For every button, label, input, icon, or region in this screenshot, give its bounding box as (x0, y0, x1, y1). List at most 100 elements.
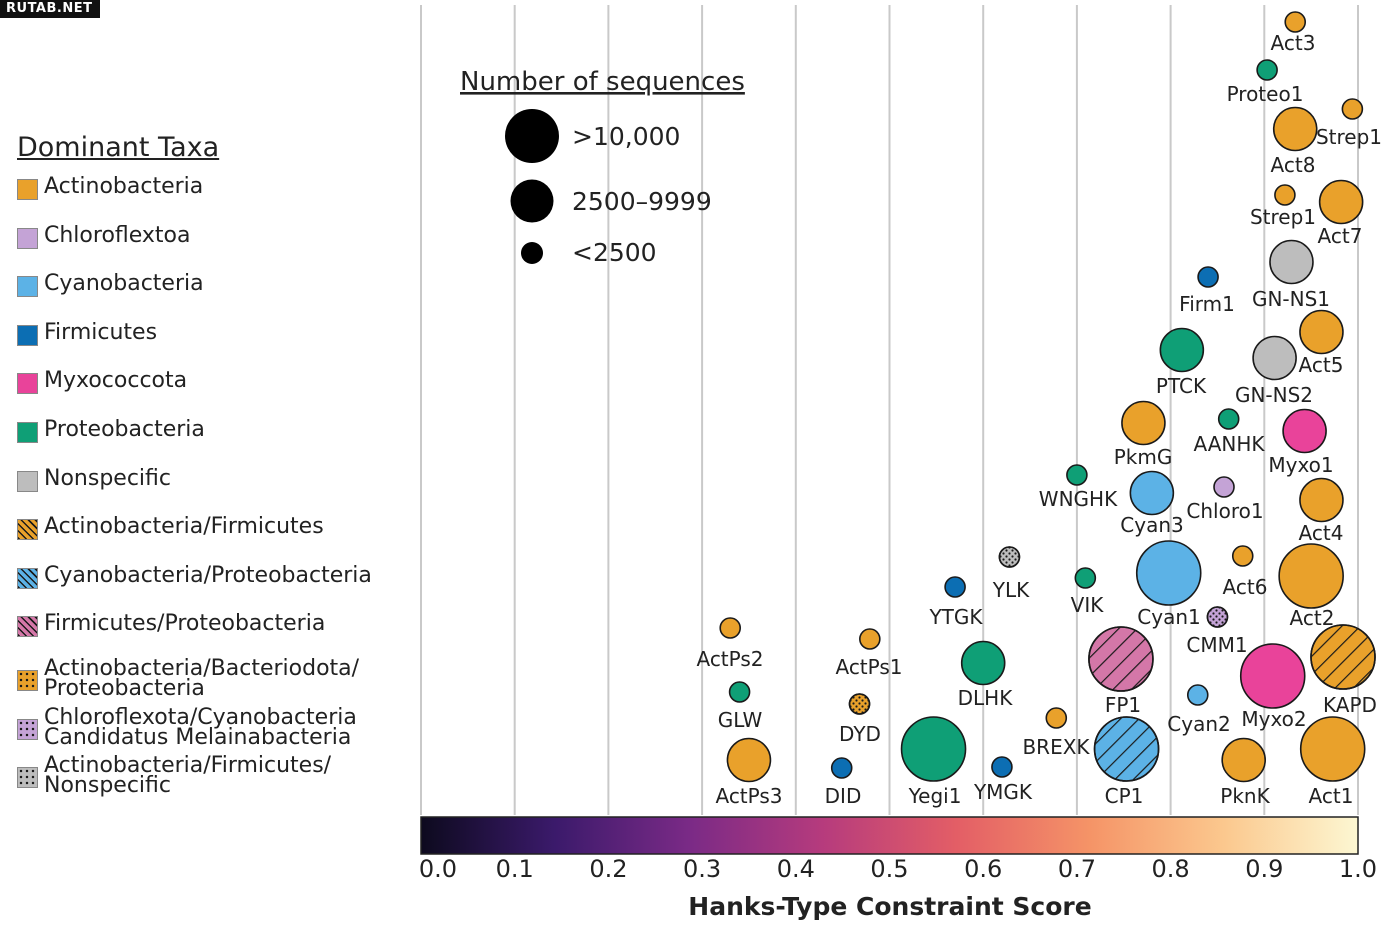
legend-swatch (17, 421, 38, 443)
legend-label: Proteobacteria (44, 416, 205, 442)
legend-label: Chloroflextoa (44, 222, 191, 248)
size-legend-marker (505, 109, 559, 163)
point-label: CMM1 (1186, 633, 1247, 657)
data-point: YLK (992, 546, 1030, 602)
point-label: Act2 (1290, 606, 1335, 630)
point-label: Yegi1 (908, 784, 962, 808)
point-label: KAPD (1323, 693, 1377, 717)
data-point: YTGK (928, 576, 983, 629)
legend-item: Firmicutes/Proteobacteria (16, 608, 406, 657)
legend-swatch (17, 470, 38, 492)
data-point: Act6 (1223, 545, 1267, 599)
point-label: Act3 (1271, 31, 1316, 55)
point-marker (1341, 98, 1364, 120)
data-point: Strep1 (1250, 184, 1316, 229)
legend-item: Actinobacteria/Firmicutes (16, 511, 406, 560)
point-marker (726, 737, 772, 783)
point-pattern (1310, 624, 1376, 690)
point-label: Chloro1 (1186, 499, 1263, 523)
size-legend-label: >10,000 (572, 122, 680, 151)
data-point: DLHK (958, 640, 1014, 710)
legend-item: Myxococcota (16, 365, 406, 414)
data-point: Act3 (1271, 11, 1316, 55)
data-point: Chloro1 (1186, 476, 1264, 523)
data-point: GN-NS1 (1252, 239, 1330, 311)
legend-label: Nonspecific (44, 465, 171, 491)
data-point: ActPs2 (696, 617, 764, 671)
legend-item: Actinobacteria/Firmicutes/ Nonspecific (16, 754, 406, 803)
point-pattern (1206, 606, 1229, 628)
point-marker (944, 576, 966, 598)
data-point: Act4 (1299, 477, 1344, 545)
point-marker (719, 617, 742, 639)
data-point: KAPD (1310, 624, 1377, 717)
x-tick-label: 0.5 (870, 855, 908, 883)
point-marker (728, 681, 751, 703)
point-marker (1252, 335, 1297, 381)
point-label: GN-NS1 (1252, 287, 1330, 311)
point-marker (830, 757, 853, 779)
point-marker (1135, 540, 1202, 606)
point-label: YLK (992, 578, 1030, 602)
point-label: DID (825, 784, 862, 808)
point-marker (1121, 400, 1166, 446)
x-tick-label: 0.7 (1058, 855, 1096, 883)
data-point: Yegi1 (900, 716, 967, 808)
point-label: ActPs2 (696, 647, 763, 671)
data-point: PTCK (1156, 327, 1207, 398)
legend-swatch (17, 669, 38, 691)
data-point: BREXK (1022, 707, 1090, 759)
data-point: CMM1 (1186, 606, 1248, 657)
data-point: DYD (839, 693, 881, 746)
point-marker (1278, 543, 1344, 609)
point-marker (1221, 737, 1266, 783)
legend-label: Firmicutes (44, 319, 158, 345)
legend-label: Actinobacteria/Bacteriodota/ Proteobacte… (44, 655, 360, 701)
point-pattern (998, 546, 1021, 568)
point-marker (991, 756, 1013, 778)
point-label: Strep1 (1250, 205, 1316, 229)
point-marker (1299, 716, 1366, 782)
legend-item: Cyanobacteria (16, 268, 406, 317)
x-tick-label: 0.8 (1152, 855, 1190, 883)
data-point: Myxo2 (1239, 643, 1307, 731)
data-point: FP1 (1088, 626, 1154, 717)
size-legend-title: Number of sequences (460, 67, 745, 97)
data-point: Strep1 (1316, 98, 1382, 149)
point-label: GLW (718, 708, 763, 732)
point-label: GN-NS2 (1235, 383, 1313, 407)
point-marker (1074, 567, 1097, 589)
point-marker (900, 716, 967, 782)
legend-item: Cyanobacteria/Proteobacteria (16, 560, 406, 609)
data-point: GLW (718, 681, 763, 732)
legend-label: Cyanobacteria/Proteobacteria (44, 562, 372, 588)
point-label: Proteo1 (1227, 82, 1304, 106)
colorbar (420, 816, 1359, 855)
data-point: Proteo1 (1227, 59, 1304, 106)
point-marker (1186, 684, 1209, 706)
point-label: ActPs3 (715, 784, 782, 808)
point-label: ActPs1 (835, 655, 902, 679)
point-label: Firm1 (1179, 292, 1235, 316)
point-pattern (848, 693, 871, 715)
watermark: RUTAB.NET (0, 0, 101, 18)
legend-rows: Actinobacteria Chloroflextoa Cyanobacteria… (16, 171, 406, 803)
point-label: YMGK (973, 780, 1033, 804)
legend-label: Actinobacteria/Firmicutes/ Nonspecific (44, 753, 332, 799)
data-point: Cyan2 (1167, 684, 1231, 736)
point-label: VIK (1071, 593, 1105, 617)
size-legend-marker (521, 242, 543, 264)
point-marker (1239, 643, 1306, 709)
point-label: DYD (839, 722, 881, 746)
legend-swatch (17, 179, 38, 200)
point-marker (1282, 408, 1327, 454)
point-label: Cyan3 (1120, 513, 1183, 537)
point-label: Act5 (1299, 353, 1344, 377)
point-marker (859, 628, 881, 650)
point-label: Act7 (1318, 224, 1363, 248)
point-label: DLHK (958, 686, 1014, 710)
legend-item: Chloroflextoa (16, 220, 406, 269)
x-tick-label: 1.0 (1339, 855, 1377, 883)
data-point: Act1 (1299, 716, 1366, 808)
